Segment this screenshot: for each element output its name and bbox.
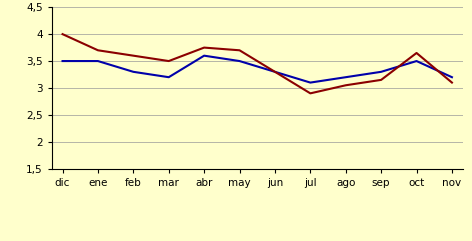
España	[201, 54, 207, 57]
Región de Murcia	[449, 81, 455, 84]
España	[308, 81, 313, 84]
Región de Murcia	[130, 54, 136, 57]
Región de Murcia	[343, 84, 348, 87]
España	[343, 76, 348, 79]
Región de Murcia	[201, 46, 207, 49]
España	[272, 70, 278, 73]
España	[95, 60, 101, 62]
España	[130, 70, 136, 73]
Región de Murcia	[236, 49, 243, 52]
Región de Murcia	[272, 70, 278, 73]
España	[449, 76, 455, 79]
España	[59, 60, 65, 62]
Región de Murcia	[95, 49, 101, 52]
Line: España: España	[62, 56, 452, 83]
España	[379, 70, 384, 73]
España	[166, 76, 172, 79]
Región de Murcia	[166, 60, 172, 62]
Región de Murcia	[413, 52, 420, 54]
España	[413, 60, 420, 62]
Line: Región de Murcia: Región de Murcia	[62, 34, 452, 93]
Región de Murcia	[59, 33, 65, 36]
Región de Murcia	[308, 92, 313, 95]
España	[236, 60, 243, 62]
Región de Murcia	[379, 79, 384, 81]
